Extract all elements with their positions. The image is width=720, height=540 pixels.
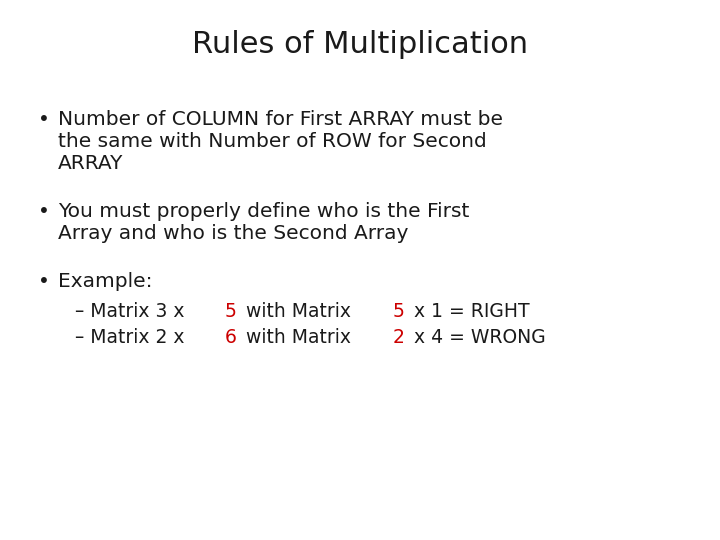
Text: Example:: Example:: [58, 272, 153, 291]
Text: •: •: [38, 202, 50, 221]
Text: the same with Number of ROW for Second: the same with Number of ROW for Second: [58, 132, 487, 151]
Text: 5: 5: [225, 302, 237, 321]
Text: You must properly define who is the First: You must properly define who is the Firs…: [58, 202, 469, 221]
Text: ARRAY: ARRAY: [58, 154, 123, 173]
Text: Rules of Multiplication: Rules of Multiplication: [192, 30, 528, 59]
Text: •: •: [38, 110, 50, 129]
Text: with Matrix: with Matrix: [240, 302, 357, 321]
Text: Number of COLUMN for First ARRAY must be: Number of COLUMN for First ARRAY must be: [58, 110, 503, 129]
Text: x 4 = WRONG: x 4 = WRONG: [408, 328, 546, 347]
Text: 5: 5: [392, 302, 404, 321]
Text: with Matrix: with Matrix: [240, 328, 357, 347]
Text: – Matrix 2 x: – Matrix 2 x: [75, 328, 191, 347]
Text: •: •: [38, 272, 50, 291]
Text: 6: 6: [225, 328, 237, 347]
Text: – Matrix 3 x: – Matrix 3 x: [75, 302, 191, 321]
Text: x 1 = RIGHT: x 1 = RIGHT: [408, 302, 529, 321]
Text: 2: 2: [392, 328, 404, 347]
Text: Array and who is the Second Array: Array and who is the Second Array: [58, 224, 408, 243]
